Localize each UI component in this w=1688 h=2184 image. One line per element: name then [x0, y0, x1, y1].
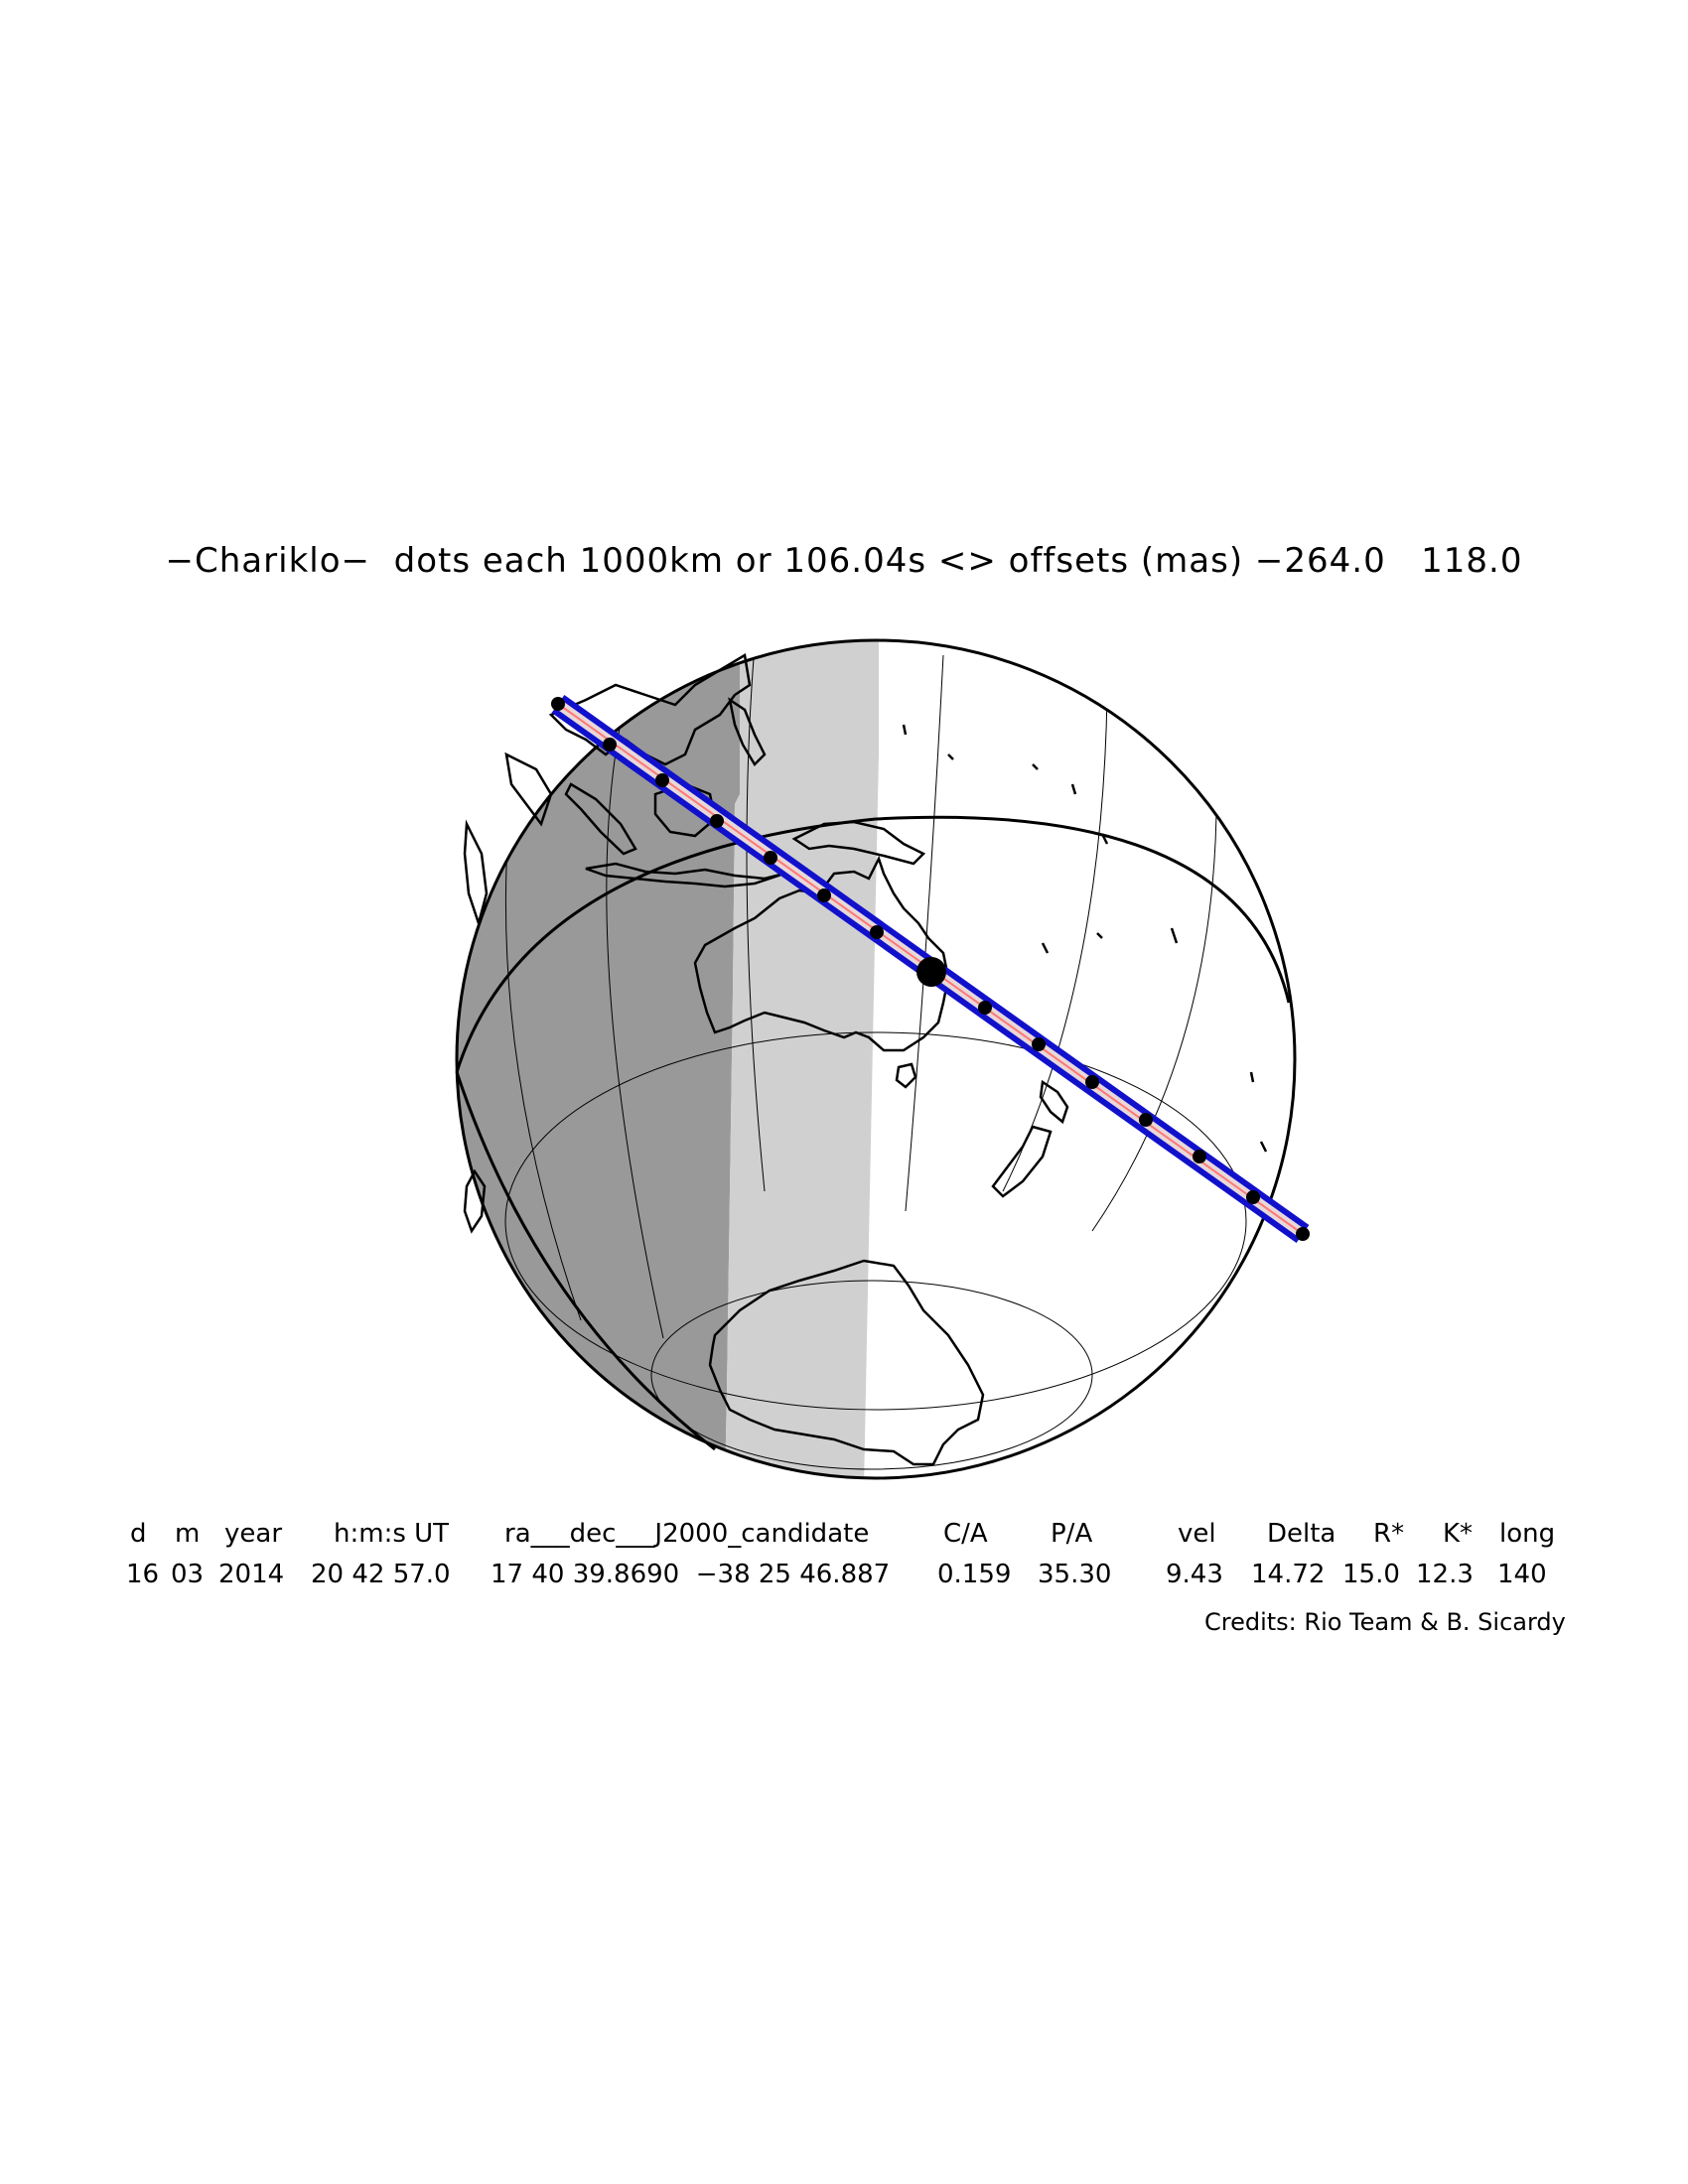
time-dot	[1032, 1037, 1046, 1051]
time-dot	[1296, 1227, 1310, 1241]
value-pa: 35.30	[1038, 1560, 1112, 1589]
header-r-star: R*	[1373, 1519, 1405, 1549]
antarctica-coastline	[708, 1259, 985, 1466]
latitude-line-60s	[650, 1280, 1093, 1470]
meridian-3	[746, 644, 766, 1192]
value-month: 03	[171, 1560, 205, 1589]
time-dot	[655, 773, 669, 787]
value-vel: 9.43	[1166, 1560, 1223, 1589]
time-dot	[817, 888, 831, 902]
header-ra-dec: ra___dec___J2000_candidate	[504, 1519, 870, 1549]
time-dot	[603, 738, 617, 751]
night-side	[457, 640, 740, 1478]
australia-coastline	[693, 855, 950, 1052]
madagascar-coastline	[463, 1168, 487, 1234]
meridian-4	[905, 654, 944, 1212]
header-k-star: K*	[1443, 1519, 1474, 1549]
globe-outline	[455, 638, 1297, 1480]
tasmania-coastline	[895, 1062, 917, 1089]
time-dot	[1085, 1075, 1099, 1089]
value-long: 140	[1497, 1560, 1547, 1589]
value-time-ut: 20 42 57.0	[311, 1560, 451, 1589]
time-dot	[1246, 1190, 1260, 1204]
plot-title: −Chariklo− dots each 1000km or 106.04s <…	[165, 541, 1523, 581]
header-time-ut: h:m:s UT	[334, 1519, 450, 1549]
time-dot	[1193, 1150, 1206, 1163]
header-year: year	[224, 1519, 283, 1549]
value-day: 16	[126, 1560, 160, 1589]
occultation-track	[551, 695, 1310, 1243]
header-vel: vel	[1178, 1519, 1216, 1549]
value-r-star: 15.0	[1342, 1560, 1400, 1589]
time-dots	[551, 697, 1310, 1241]
time-dot	[710, 814, 724, 828]
header-month: m	[175, 1519, 201, 1549]
header-day: d	[130, 1519, 147, 1549]
equator-line	[455, 815, 1291, 1073]
latitude-line-30s	[504, 1031, 1247, 1411]
time-dot	[1139, 1113, 1153, 1127]
closest-approach-dot	[916, 957, 946, 987]
time-dot	[870, 925, 884, 939]
header-pa: P/A	[1051, 1519, 1093, 1549]
value-k-star: 12.3	[1416, 1560, 1474, 1589]
value-ra-dec: 17 40 39.8690 −38 25 46.887	[491, 1560, 891, 1589]
header-ca: C/A	[943, 1519, 988, 1549]
value-year: 2014	[218, 1560, 285, 1589]
africa-horn-coastline	[463, 819, 489, 928]
sumatra-coastline	[564, 782, 637, 856]
philippines-coastline	[728, 697, 767, 767]
meridian-2	[606, 659, 664, 1339]
credits-text: Credits: Rio Team & B. Sicardy	[1204, 1608, 1566, 1636]
time-dot	[978, 1001, 992, 1015]
meridian-6	[1091, 773, 1217, 1232]
new-zealand-north-coastline	[1039, 1079, 1069, 1125]
header-long: long	[1499, 1519, 1556, 1549]
value-ca: 0.159	[937, 1560, 1012, 1589]
globe-shading	[457, 640, 1295, 1478]
equator-back-line	[455, 1071, 716, 1451]
time-dot	[764, 851, 777, 865]
new-guinea-coastline	[791, 820, 926, 866]
header-delta: Delta	[1267, 1519, 1336, 1549]
value-delta: 14.72	[1251, 1560, 1326, 1589]
time-dot	[551, 697, 565, 711]
india-coastline	[504, 751, 553, 827]
new-zealand-south-coastline	[991, 1125, 1053, 1198]
